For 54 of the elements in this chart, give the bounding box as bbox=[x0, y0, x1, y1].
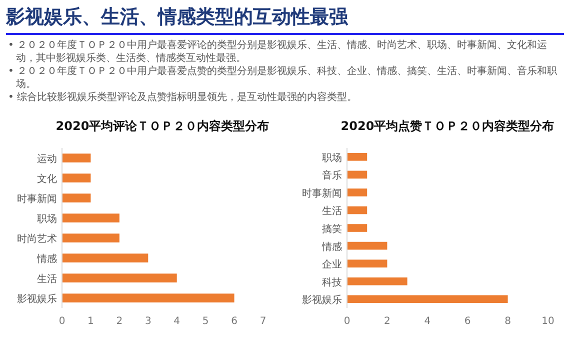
y-tick-label: 生活 bbox=[37, 273, 57, 285]
bar bbox=[347, 206, 368, 214]
x-tick-label: 6 bbox=[231, 316, 238, 327]
bar bbox=[62, 214, 120, 222]
chart-title: 2020平均点赞ＴＯＰ２０内容类型分布 bbox=[340, 119, 554, 133]
y-tick-label: 音乐 bbox=[322, 170, 342, 182]
bar bbox=[62, 234, 120, 242]
bar bbox=[347, 295, 508, 304]
bar bbox=[62, 174, 91, 182]
y-tick-label: 职场 bbox=[322, 152, 342, 164]
x-tick-label: 8 bbox=[504, 316, 511, 327]
y-tick-label: 情感 bbox=[36, 253, 57, 265]
bar bbox=[62, 274, 177, 282]
y-tick-label: 影视娱乐 bbox=[302, 294, 342, 306]
y-tick-label: 文化 bbox=[37, 173, 57, 185]
x-tick-label: 10 bbox=[542, 316, 554, 327]
x-tick-label: 2 bbox=[384, 316, 390, 327]
y-tick-label: 职场 bbox=[37, 213, 57, 225]
bar bbox=[347, 224, 368, 232]
x-tick-label: 0 bbox=[344, 316, 350, 327]
y-tick-label: 影视娱乐 bbox=[17, 293, 57, 305]
bar bbox=[62, 194, 91, 202]
bar bbox=[347, 170, 368, 179]
bar bbox=[347, 260, 388, 268]
x-tick-label: 3 bbox=[144, 316, 152, 327]
text: • ２０２０年度ＴＯＰ２０中用户最喜爱评论的类型分别是影视娱乐、生活、情感、时尚艺术、职场、时事新闻、文化和运动，其中影视娱乐类、生活类、情感类互动性最强。 bbox=[8, 39, 548, 65]
bar bbox=[347, 188, 368, 196]
y-tick-label: 时事新闻 bbox=[302, 187, 342, 200]
bar bbox=[347, 152, 368, 161]
y-tick-label: 搞笑 bbox=[322, 223, 342, 235]
y-tick-label: 运动 bbox=[37, 153, 57, 165]
y-tick-label: 企业 bbox=[322, 258, 342, 271]
x-tick-label: 4 bbox=[174, 316, 180, 327]
y-tick-label: 时尚艺术 bbox=[17, 233, 57, 245]
x-tick-label: 4 bbox=[424, 316, 431, 327]
x-tick-label: 0 bbox=[58, 316, 66, 327]
bar bbox=[62, 154, 91, 162]
y-tick-label: 时事新闻 bbox=[17, 193, 57, 205]
x-tick-label: 5 bbox=[202, 316, 209, 327]
x-tick-label: 6 bbox=[464, 316, 471, 327]
bar bbox=[62, 254, 148, 262]
chart-title: 2020平均评论ＴＯＰ２０内容类型分布 bbox=[56, 119, 270, 133]
text: • ２０２０年度ＴＯＰ２０中用户最喜爱点赞的类型分别是影视娱乐、科技、企业、情感、搞笑、生活、时事新闻、音乐和职场。 bbox=[8, 65, 558, 91]
text: 影视娱乐、生活、情感类型的互动性最强 bbox=[6, 4, 564, 35]
bar bbox=[62, 294, 234, 302]
y-tick-label: 情感 bbox=[321, 240, 342, 253]
x-tick-label: 2 bbox=[116, 316, 123, 327]
x-tick-label: 7 bbox=[260, 316, 266, 327]
x-tick-label: 1 bbox=[88, 316, 94, 327]
text: • 综合比较影视娱乐类型评论及点赞指标明显领先，是互动性最强的内容类型。 bbox=[8, 91, 358, 104]
bar bbox=[347, 277, 408, 286]
y-tick-label: 生活 bbox=[322, 205, 342, 218]
bar bbox=[347, 242, 388, 250]
y-tick-label: 科技 bbox=[322, 276, 342, 288]
